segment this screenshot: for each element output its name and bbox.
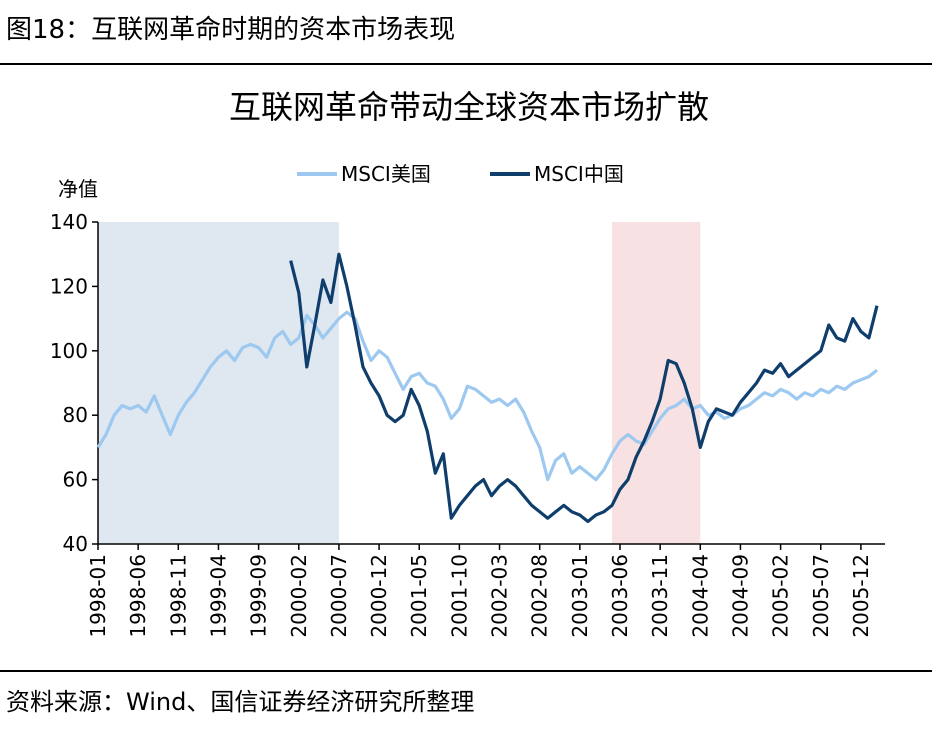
y-tick-label: 40: [63, 532, 88, 556]
x-tick-label: 2005-02: [769, 554, 793, 638]
x-tick-label: 2000-12: [367, 554, 391, 638]
x-tick-label: 2004-09: [728, 554, 752, 638]
x-tick-label: 2003-06: [608, 554, 632, 638]
source-note: 资料来源：Wind、国信证券经济研究所整理: [6, 688, 475, 716]
shaded-period-pink: [611, 222, 701, 544]
top-rule: [0, 63, 932, 65]
legend-label-us: MSCI美国: [341, 162, 431, 186]
y-tick-label: 60: [63, 468, 88, 492]
x-tick-label: 1998-11: [166, 554, 190, 638]
figure-title: 图18：互联网革命时期的资本市场表现: [6, 15, 456, 45]
x-tick-label: 2002-03: [488, 554, 512, 638]
x-tick-label: 1999-04: [206, 554, 230, 638]
x-tick-label: 1998-01: [86, 554, 110, 638]
y-tick-label: 80: [63, 403, 88, 427]
x-tick-label: 2003-01: [568, 554, 592, 638]
bottom-rule: [0, 670, 932, 672]
series-line-msci-us: [96, 310, 879, 482]
x-tick-label: 2003-11: [648, 554, 672, 638]
x-tick-label: 1998-06: [126, 554, 150, 638]
x-tick-label: 2005-07: [809, 554, 833, 638]
y-tick-label: 120: [50, 274, 88, 298]
series-line-msci-china: [289, 252, 879, 524]
y-tick-label: 140: [50, 210, 88, 234]
x-tick-label: 2000-07: [327, 554, 351, 638]
shaded-period-blue: [98, 222, 339, 544]
x-tick-label: 1999-09: [247, 554, 271, 638]
legend-label-china: MSCI中国: [534, 162, 624, 186]
x-tick-label: 2000-02: [287, 554, 311, 638]
x-tick-label: 2001-05: [407, 554, 431, 638]
x-tick-label: 2004-04: [688, 554, 712, 638]
x-tick-label: 2001-10: [447, 554, 471, 638]
x-tick-label: 2002-08: [528, 554, 552, 638]
chart-title: 互联网革命带动全球资本市场扩散: [229, 88, 709, 126]
y-tick-label: 100: [50, 339, 88, 363]
x-tick-label: 2005-12: [849, 554, 873, 638]
y-axis-label: 净值: [58, 177, 98, 201]
